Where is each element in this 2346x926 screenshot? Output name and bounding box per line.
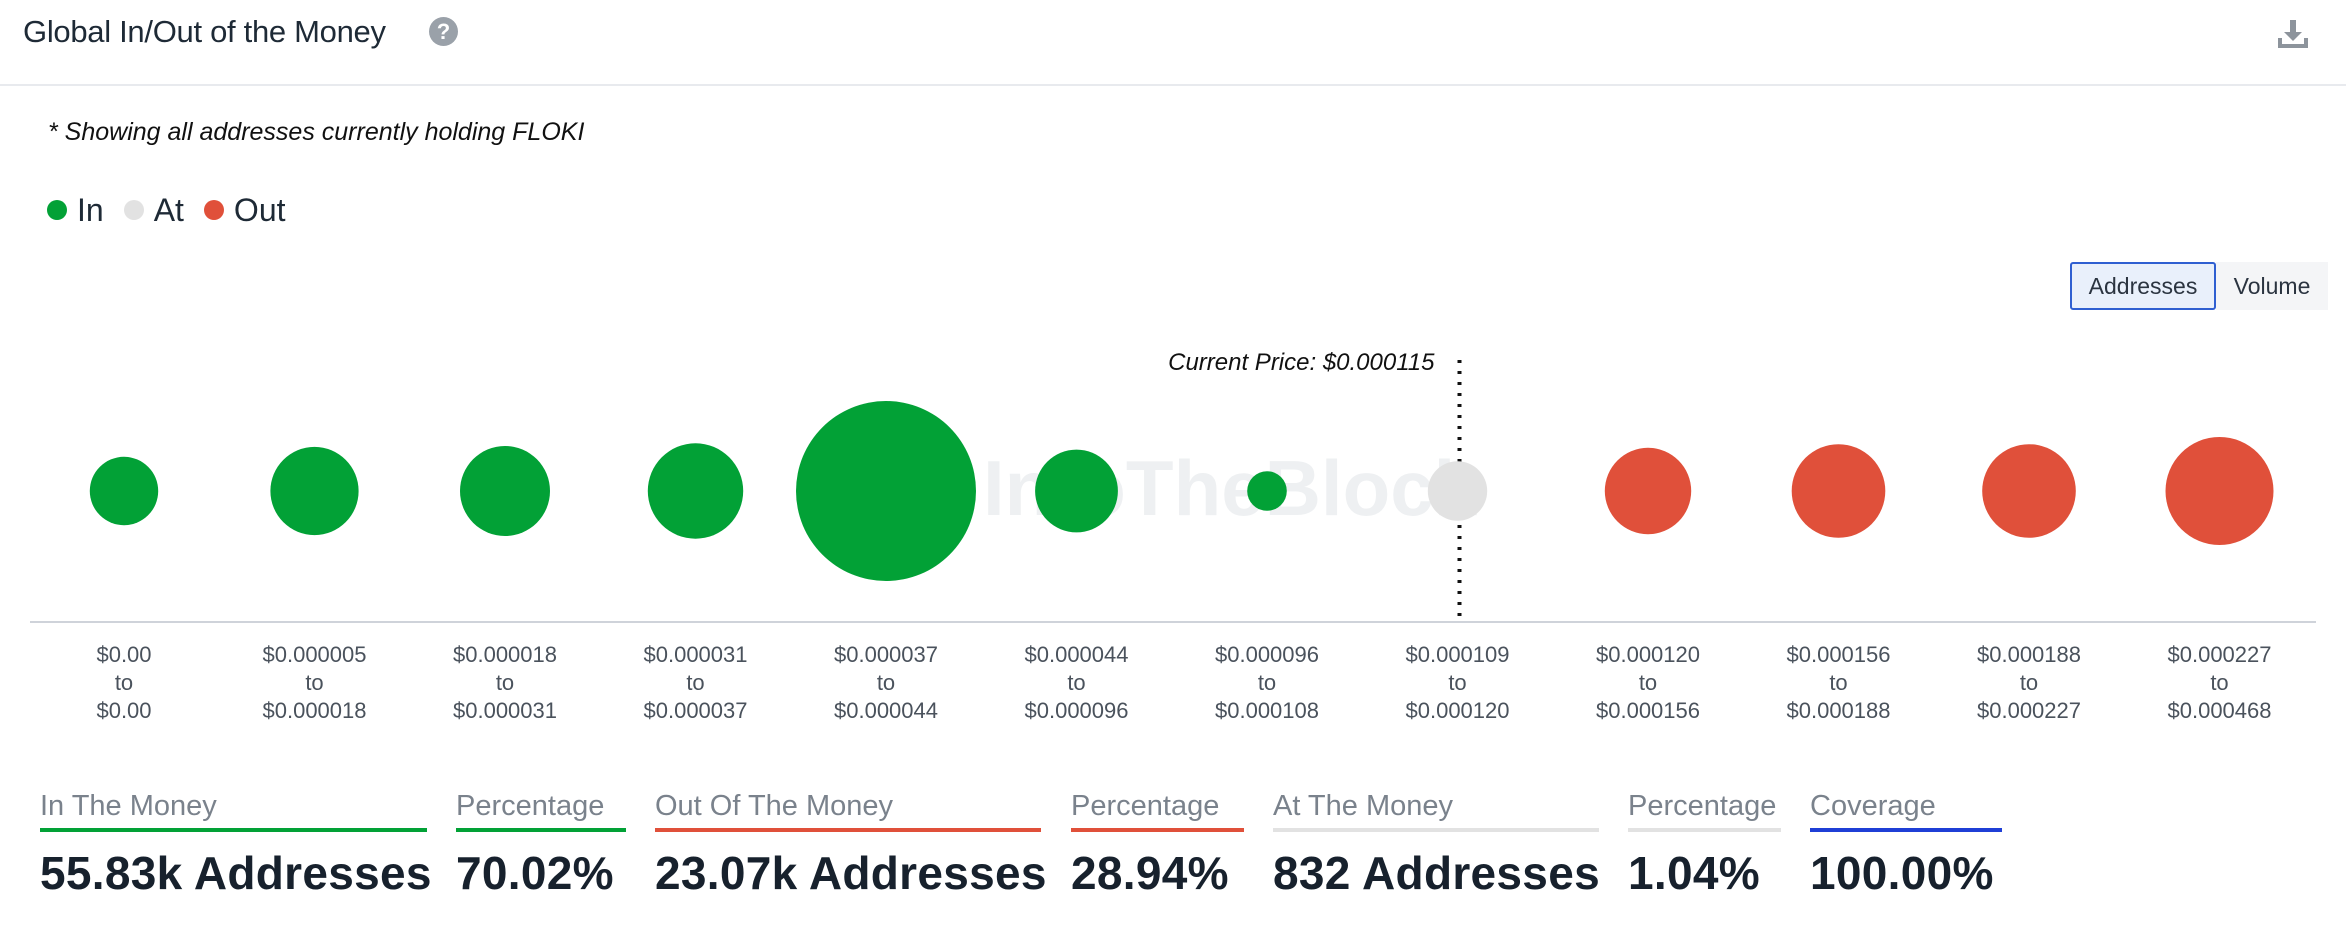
stat-value-coverage: 100.00% [1810,847,1994,899]
stat-underline-in-percentage [456,828,626,832]
chart-header: Global In/Out of the Money ? [0,0,2346,86]
bubble-in-2[interactable] [460,446,550,536]
addresses-toggle-button[interactable]: Addresses [2070,262,2216,310]
stat-underline-coverage [1810,828,2002,832]
tick-label-11-2: $0.000468 [2168,698,2272,723]
legend-item-in[interactable]: In [47,192,104,229]
tick-label-2-0: $0.000018 [453,642,557,667]
stat-coverage: Coverage 100.00% [1810,784,2002,900]
tick-label-2-2: $0.000031 [453,698,557,723]
stat-at-the-money: At The Money 832 Addresses [1273,784,1600,900]
stat-value-at-the-money: 832 Addresses [1273,847,1600,899]
tick-label-3-0: $0.000031 [644,642,748,667]
tick-label-6-2: $0.000108 [1215,698,1319,723]
tick-label-6-0: $0.000096 [1215,642,1319,667]
holding-note: * Showing all addresses currently holdin… [48,118,585,146]
bubble-at-7[interactable] [1427,461,1488,521]
stat-out-percentage: Percentage 28.94% [1071,784,1244,900]
tick-label-7-2: $0.000120 [1406,698,1510,723]
tick-label-11-1: to [2210,670,2228,695]
legend-dot-at [123,200,144,220]
stat-underline-at-the-money [1273,828,1599,832]
tick-label-6-1: to [1258,670,1276,695]
tick-label-5-2: $0.000096 [1025,698,1129,723]
stat-value-in-the-money: 55.83k Addresses [40,847,432,899]
stat-label-coverage: Coverage [1810,790,1936,822]
tick-label-10-0: $0.000188 [1977,642,2081,667]
download-icon[interactable] [2276,18,2310,50]
stat-underline-out-percentage [1071,828,1244,832]
legend-item-at[interactable]: At [123,191,184,229]
bubble-out-10[interactable] [1982,444,2076,538]
stat-label-in-the-money: In The Money [40,790,217,822]
bubble-in-3[interactable] [647,443,744,539]
stat-value-at-percentage: 1.04% [1628,847,1760,899]
tick-label-3-1: to [686,670,704,695]
legend-label-out: Out [233,191,286,228]
tick-label-9-0: $0.000156 [1787,642,1891,667]
stat-label-out-percentage: Percentage [1071,790,1220,822]
stat-out-of-the-money: Out Of The Money 23.07k Addresses [655,784,1047,900]
tick-label-2-1: to [496,670,514,695]
stat-value-in-percentage: 70.02% [456,847,614,899]
legend-item-out[interactable]: Out [203,191,286,229]
stat-label-at-percentage: Percentage [1628,790,1777,822]
stat-underline-at-percentage [1628,828,1781,832]
summary-stats: In The Money 55.83k Addresses Percentage 70… [0,784,2346,926]
tick-label-7-1: to [1448,670,1466,695]
bubble-in-6[interactable] [1247,471,1287,511]
stat-value-out-percentage: 28.94% [1071,847,1229,899]
bubble-out-11[interactable] [2165,437,2274,545]
legend-label-in: In [77,191,104,228]
help-circle-icon[interactable]: ? [429,17,458,46]
tick-label-1-1: to [305,670,323,695]
bubble-in-4[interactable] [796,401,976,581]
tick-label-1-0: $0.000005 [263,642,367,667]
tick-label-5-1: to [1067,670,1085,695]
tick-label-9-1: to [1829,670,1847,695]
tick-label-8-0: $0.000120 [1596,642,1700,667]
page-title: Global In/Out of the Money [23,14,386,49]
tick-label-0-1: to [115,670,133,695]
bubble-in-0[interactable] [89,456,159,526]
volume-toggle-button[interactable]: Volume [2216,262,2328,310]
metric-toggle: Addresses Volume [2070,262,2328,310]
tick-label-3-2: $0.000037 [644,698,748,723]
tick-label-8-2: $0.000156 [1596,698,1700,723]
stat-in-percentage: Percentage 70.02% [456,784,626,900]
bubble-in-5[interactable] [1035,449,1118,533]
tick-label-8-1: to [1639,670,1657,695]
tick-label-4-1: to [877,670,895,695]
tick-label-0-0: $0.00 [96,642,151,667]
stat-value-out-of-the-money: 23.07k Addresses [655,847,1047,899]
stat-label-in-percentage: Percentage [456,790,605,822]
stat-label-at-the-money: At The Money [1273,790,1454,822]
stat-at-percentage: Percentage 1.04% [1628,784,1781,900]
bubble-in-1[interactable] [270,446,359,536]
current-price-label: Current Price: $0.000115 [1168,349,1435,376]
tick-label-10-2: $0.000227 [1977,698,2081,723]
legend-dot-in [47,200,67,220]
tick-label-5-0: $0.000044 [1025,642,1129,667]
stat-underline-out-of-the-money [655,828,1041,832]
stat-in-the-money: In The Money 55.83k Addresses [40,784,432,900]
tick-label-4-0: $0.000037 [834,642,938,667]
chart-legend: In At Out [47,190,306,230]
tick-label-1-2: $0.000018 [263,698,367,723]
tick-label-4-2: $0.000044 [834,698,938,723]
stat-label-out-of-the-money: Out Of The Money [655,790,894,822]
tick-label-11-0: $0.000227 [2168,642,2272,667]
legend-label-at: At [153,191,184,228]
bubble-out-9[interactable] [1791,444,1886,538]
bubble-out-8[interactable] [1604,447,1692,535]
tick-label-0-2: $0.00 [96,698,151,723]
legend-dot-out [203,200,224,220]
tick-label-7-0: $0.000109 [1406,642,1510,667]
tick-label-9-2: $0.000188 [1787,698,1891,723]
tick-label-10-1: to [2020,670,2038,695]
stat-underline-in-the-money [40,828,427,832]
